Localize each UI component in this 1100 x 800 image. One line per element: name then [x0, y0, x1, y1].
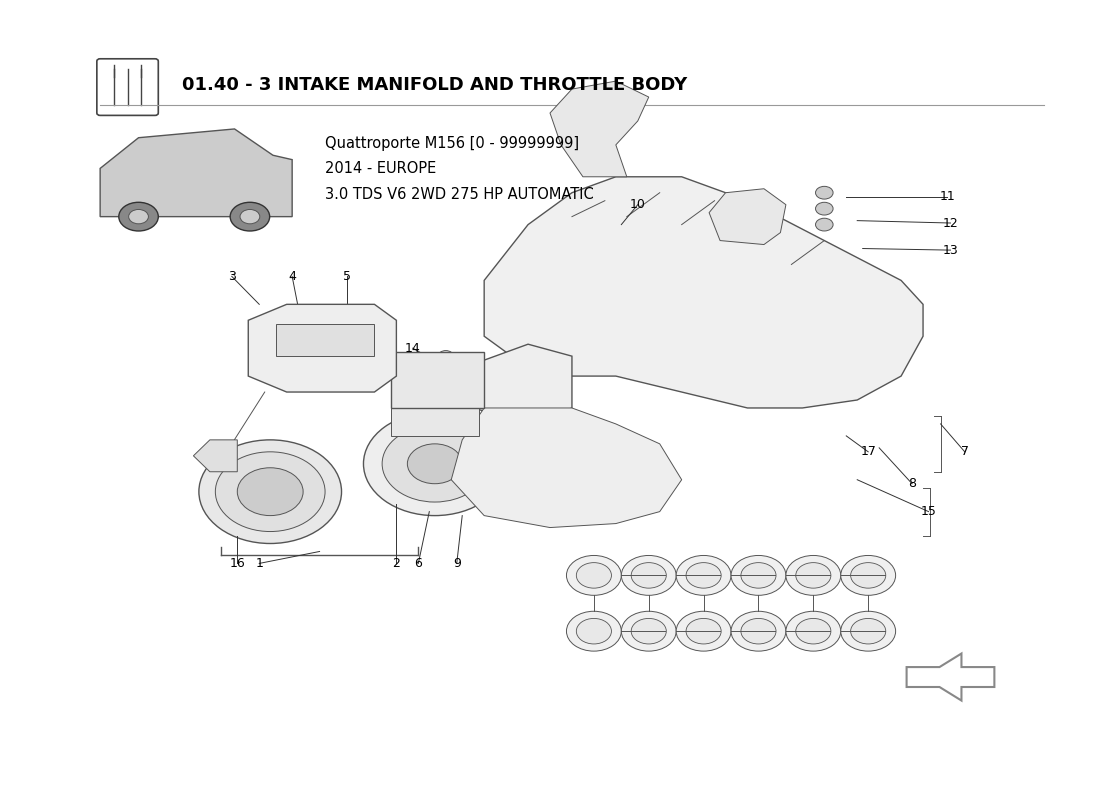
- Circle shape: [785, 555, 840, 595]
- Polygon shape: [249, 304, 396, 392]
- Circle shape: [576, 562, 612, 588]
- Circle shape: [230, 202, 270, 231]
- Text: 2014 - EUROPE: 2014 - EUROPE: [326, 162, 437, 176]
- Circle shape: [240, 210, 260, 224]
- Circle shape: [631, 562, 667, 588]
- Circle shape: [815, 202, 833, 215]
- Circle shape: [603, 338, 629, 358]
- Bar: [390, 352, 484, 408]
- Circle shape: [544, 460, 600, 500]
- Circle shape: [317, 374, 333, 386]
- Text: 17: 17: [860, 446, 876, 458]
- Polygon shape: [100, 129, 293, 217]
- Text: 16: 16: [230, 557, 245, 570]
- Text: 11: 11: [939, 190, 955, 203]
- Circle shape: [741, 618, 776, 644]
- FancyBboxPatch shape: [97, 58, 158, 115]
- Circle shape: [732, 611, 785, 651]
- Circle shape: [592, 330, 640, 366]
- Circle shape: [815, 218, 833, 231]
- Circle shape: [850, 562, 886, 588]
- Circle shape: [603, 306, 629, 326]
- Text: 15: 15: [921, 505, 936, 518]
- Circle shape: [340, 367, 353, 377]
- Text: 8: 8: [909, 478, 916, 490]
- Circle shape: [710, 352, 764, 392]
- Polygon shape: [550, 81, 649, 177]
- Circle shape: [815, 186, 833, 199]
- Circle shape: [686, 618, 722, 644]
- Text: Quattroporte M156 [0 - 99999999]: Quattroporte M156 [0 - 99999999]: [326, 136, 580, 150]
- Circle shape: [438, 350, 453, 362]
- Circle shape: [795, 618, 830, 644]
- Circle shape: [737, 205, 769, 229]
- Polygon shape: [473, 344, 572, 424]
- Circle shape: [723, 362, 751, 382]
- Polygon shape: [484, 177, 923, 408]
- Circle shape: [676, 611, 732, 651]
- Circle shape: [566, 611, 621, 651]
- Circle shape: [497, 358, 559, 402]
- Circle shape: [686, 562, 722, 588]
- Text: 12: 12: [943, 217, 958, 230]
- Circle shape: [741, 562, 776, 588]
- Circle shape: [621, 555, 676, 595]
- Text: 10: 10: [630, 198, 646, 211]
- Circle shape: [566, 555, 621, 595]
- Text: 2: 2: [393, 557, 400, 570]
- Text: 5: 5: [343, 270, 351, 283]
- Text: 3.0 TDS V6 2WD 275 HP AUTOMATIC: 3.0 TDS V6 2WD 275 HP AUTOMATIC: [326, 187, 594, 202]
- Text: 6: 6: [415, 557, 422, 570]
- Circle shape: [621, 611, 676, 651]
- Circle shape: [382, 426, 487, 502]
- Circle shape: [363, 412, 506, 515]
- Circle shape: [631, 618, 667, 644]
- Text: 14: 14: [405, 342, 420, 354]
- Circle shape: [785, 611, 840, 651]
- Text: 9: 9: [453, 557, 461, 570]
- Circle shape: [407, 444, 462, 484]
- Polygon shape: [276, 324, 374, 356]
- Circle shape: [580, 90, 619, 119]
- Circle shape: [732, 555, 785, 595]
- Circle shape: [129, 210, 149, 224]
- Text: 13: 13: [943, 244, 958, 257]
- Text: 1: 1: [255, 557, 263, 570]
- Text: 3: 3: [228, 270, 235, 283]
- Polygon shape: [451, 408, 682, 527]
- Circle shape: [119, 202, 158, 231]
- Text: 01.40 - 3 INTAKE MANIFOLD AND THROTTLE BODY: 01.40 - 3 INTAKE MANIFOLD AND THROTTLE B…: [183, 76, 688, 94]
- Circle shape: [795, 562, 830, 588]
- Circle shape: [592, 298, 640, 334]
- Polygon shape: [390, 408, 478, 436]
- Circle shape: [199, 440, 341, 543]
- Polygon shape: [710, 189, 785, 245]
- Circle shape: [238, 468, 304, 515]
- Circle shape: [216, 452, 326, 531]
- Text: 4: 4: [288, 270, 296, 283]
- Polygon shape: [194, 440, 238, 472]
- Circle shape: [850, 618, 886, 644]
- Circle shape: [840, 611, 895, 651]
- Circle shape: [292, 375, 305, 385]
- Circle shape: [576, 618, 612, 644]
- Text: 7: 7: [960, 446, 969, 458]
- Circle shape: [508, 366, 548, 394]
- Circle shape: [676, 555, 732, 595]
- Circle shape: [840, 555, 895, 595]
